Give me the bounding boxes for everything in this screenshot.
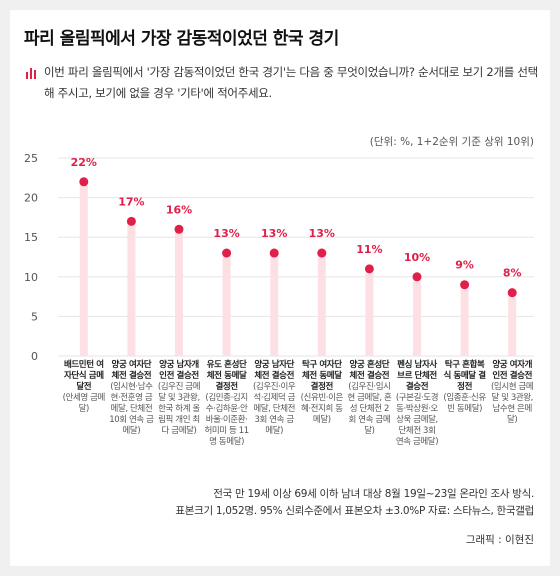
- category-label-main: 펜싱 남자사브르 단체전 결승전: [397, 360, 437, 392]
- category-label-main: 탁구 여자단체전 동메달결정전: [301, 360, 342, 392]
- bar: [317, 253, 326, 356]
- value-label: 10%: [404, 251, 430, 264]
- chart-title: 파리 올림픽에서 가장 감동적이었던 한국 경기: [24, 29, 339, 49]
- y-tick-label: 20: [24, 192, 38, 205]
- category-label: 양궁 여자개인전 결승전 (임시현 금메달 및 3관왕, 남수현 은메달): [489, 360, 535, 426]
- category-label-main: 양궁 남자개인전 결승전: [159, 360, 199, 381]
- y-tick-label: 5: [31, 310, 38, 323]
- data-point: [412, 272, 422, 282]
- bar-chart-icon: [26, 68, 36, 79]
- category-label: 양궁 남자단체전 결승전 (김우진·이우석·김제덕 금메달, 단체전 3회 연속 …: [251, 360, 297, 437]
- category-label-sub: (김민종·김지수·김하윤·안바울·이준환·허미미 등 11명 동메달): [204, 393, 249, 447]
- footnote: 전국 만 19세 이상 69세 이하 남녀 대상 8월 19일~23일 온라인 …: [175, 486, 534, 520]
- data-point: [79, 177, 89, 187]
- value-label: 13%: [213, 227, 239, 240]
- bar-chart: 0 5 10 15 20 25 22% 17% 16% 13% 13% 13% 11% 10% 9% 8%: [24, 152, 534, 363]
- data-point: [364, 264, 374, 274]
- bar: [365, 268, 374, 356]
- data-point: [460, 280, 470, 290]
- category-label-main: 배드민턴 여자단식 금메달전: [63, 360, 104, 392]
- value-label: 11%: [356, 243, 382, 256]
- data-point: [317, 248, 327, 258]
- footnote-line-1: 전국 만 19세 이상 69세 이하 남녀 대상 8월 19일~23일 온라인 …: [213, 488, 534, 500]
- category-label: 유도 혼성단체전 동메달결정전 (김민종·김지수·김하윤·안바울·이준환·허미미 …: [204, 360, 250, 448]
- bar: [270, 253, 279, 356]
- category-label-sub: (안세영 금메달): [62, 393, 106, 414]
- bar: [508, 292, 517, 356]
- data-point: [222, 248, 232, 258]
- bar: [460, 284, 469, 356]
- bar: [222, 253, 231, 356]
- category-label: 양궁 혼성단체전 결승전 (김우진·임시현 금메달, 혼성 단체전 2회 연속 금…: [346, 360, 392, 437]
- data-point: [507, 288, 517, 298]
- bar: [127, 221, 136, 356]
- value-label: 9%: [455, 259, 474, 272]
- category-label: 펜싱 남자사브르 단체전 결승전 (구본길·도경동·박상원·오상욱 금메달, 단체…: [394, 360, 440, 448]
- category-label-sub: (김우진·임시현 금메달, 혼성 단체전 2회 연속 금메달): [347, 382, 392, 436]
- data-point: [269, 248, 279, 258]
- y-tick-label: 10: [24, 271, 38, 284]
- bar: [175, 229, 183, 356]
- y-tick-label: 15: [24, 231, 38, 244]
- category-label: 배드민턴 여자단식 금메달전 (안세영 금메달): [61, 360, 107, 415]
- value-label: 8%: [503, 267, 522, 280]
- data-point: [126, 216, 136, 226]
- chart-card: 파리 올림픽에서 가장 감동적이었던 한국 경기 이번 파리 올림픽에서 '가장…: [10, 10, 550, 566]
- value-label: 13%: [309, 227, 335, 240]
- category-label: 양궁 여자단체전 결승전 (임시현·남수현·전훈영 금메달, 단체전 10회 연속…: [108, 360, 154, 437]
- bar: [413, 276, 421, 356]
- value-label: 22%: [71, 156, 97, 169]
- category-label-sub: (구본길·도경동·박상원·오상욱 금메달, 단체전 3회 연속 금메달): [395, 393, 439, 447]
- category-label-sub: (임시현·남수현·전훈영 금메달, 단체전 10회 연속 금메달): [109, 382, 154, 436]
- survey-question: 이번 파리 올림픽에서 '가장 감동적이었던 한국 경기'는 다음 중 무엇이었…: [44, 65, 538, 100]
- category-label-sub: (신유빈·이은혜·전지희 동메달): [300, 393, 344, 425]
- category-label-main: 양궁 여자개인전 결승전: [492, 360, 533, 381]
- category-label-main: 양궁 여자단체전 결승전: [111, 360, 152, 381]
- category-label-sub: (임시현 금메달 및 3관왕, 남수현 은메달): [491, 382, 534, 425]
- category-label-main: 양궁 혼성단체전 결승전: [349, 360, 390, 381]
- category-label-sub: (김우진 금메달 및 3관왕, 한국 하계 올림픽 개인 최다 금메달): [157, 382, 201, 436]
- bar: [79, 181, 88, 356]
- y-tick-label: 25: [24, 152, 38, 165]
- value-label: 13%: [261, 227, 287, 240]
- category-label-main: 탁구 혼합복식 동메달 결정전: [443, 360, 486, 392]
- category-label-sub: (임종훈·신유빈 동메달): [443, 393, 486, 414]
- data-point: [174, 224, 184, 234]
- category-label-main: 양궁 남자단체전 결승전: [254, 360, 295, 381]
- category-label: 양궁 남자개인전 결승전 (김우진 금메달 및 3관왕, 한국 하계 올림픽 개인…: [156, 360, 202, 437]
- footnote-line-2: 표본크기 1,052명. 95% 신뢰수준에서 표본오차 ±3.0%P 자료: …: [175, 505, 534, 517]
- category-label-main: 유도 혼성단체전 동메달결정전: [206, 360, 247, 392]
- unit-note: (단위: %, 1+2순위 기준 상위 10위): [369, 136, 534, 148]
- category-label: 탁구 여자단체전 동메달결정전 (신유빈·이은혜·전지희 동메달): [299, 360, 345, 426]
- value-label: 17%: [118, 195, 144, 208]
- y-tick-label: 0: [31, 350, 38, 363]
- category-label: 탁구 혼합복식 동메달 결정전 (임종훈·신유빈 동메달): [442, 360, 488, 415]
- graphic-credit: 그래픽 : 이현진: [465, 534, 534, 546]
- value-label: 16%: [166, 203, 192, 216]
- category-label-sub: (김우진·이우석·김제덕 금메달, 단체전 3회 연속 금메달): [253, 382, 296, 436]
